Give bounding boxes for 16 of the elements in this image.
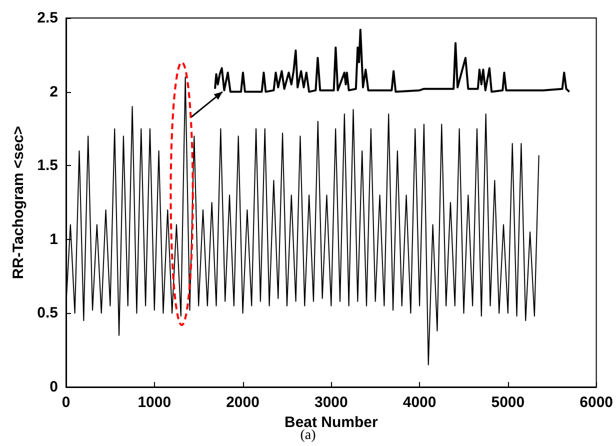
x-tick-label: 6000 xyxy=(580,394,614,411)
y-tick-label: 1 xyxy=(50,230,58,248)
y-axis-title: RR-Tachogram <sec> xyxy=(10,126,27,280)
x-tick-label: 1000 xyxy=(138,394,172,411)
x-tick-label: 2000 xyxy=(226,394,260,411)
x-tick-label: 4000 xyxy=(402,394,436,411)
line-series xyxy=(214,28,570,93)
x-tick-label: 5000 xyxy=(491,394,525,411)
y-tick-label: 0.5 xyxy=(37,304,58,322)
y-tick-label: 1.5 xyxy=(37,157,58,174)
x-tick-label: 3000 xyxy=(314,394,348,411)
y-tick-label: 2 xyxy=(50,83,58,100)
x-tick-label: 0 xyxy=(62,394,70,411)
text: (a) xyxy=(299,428,317,444)
y-tick-label: 0 xyxy=(50,378,58,396)
y-tick-label: 2.5 xyxy=(37,10,58,26)
